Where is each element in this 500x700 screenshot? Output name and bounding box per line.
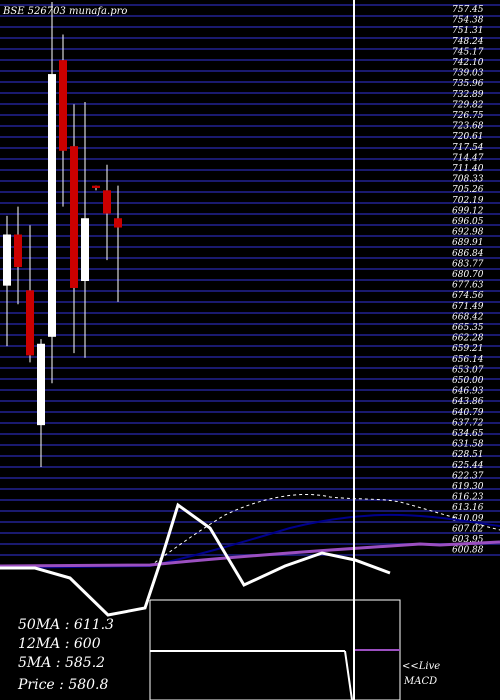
macd-panel (0, 502, 401, 700)
y-tick-label: 671.49 (452, 302, 484, 312)
y-tick-label: 662.28 (452, 334, 484, 344)
candle-body (26, 290, 34, 356)
ma-long-line (0, 540, 500, 568)
y-tick-label: 659.21 (452, 344, 484, 354)
y-tick-label: 653.07 (452, 365, 484, 375)
y-tick-label: 613.16 (452, 503, 484, 513)
candle-body (48, 74, 56, 337)
y-tick-label: 686.84 (452, 249, 484, 259)
macd-label: MACD (403, 676, 437, 687)
y-tick-label: 637.72 (452, 418, 484, 428)
y-tick-label: 742.10 (452, 58, 484, 68)
y-tick-label: 674.56 (452, 291, 484, 301)
y-tick-label: 735.96 (452, 79, 484, 89)
y-tick-label: 650.00 (452, 376, 484, 386)
y-tick-label: 680.70 (452, 270, 484, 280)
macd-live-label: <<Live (402, 661, 440, 672)
y-tick-label: 732.89 (452, 90, 484, 100)
y-tick-label: 643.86 (452, 397, 484, 407)
y-tick-label: 723.68 (452, 122, 484, 132)
y-tick-label: 656.14 (452, 355, 484, 365)
candle-body (81, 218, 89, 281)
y-tick-label: 665.35 (452, 323, 484, 333)
y-tick-label: 640.79 (452, 408, 484, 418)
y-tick-label: 745.17 (452, 47, 484, 57)
y-tick-label: 720.61 (452, 132, 484, 142)
stat-price: Price : 580.8 (17, 677, 109, 693)
y-tick-label: 729.82 (452, 100, 484, 110)
y-tick-label: 751.31 (452, 26, 484, 36)
candle-body (103, 190, 111, 214)
ma-fast-line (0, 493, 500, 567)
ma-slow-line (0, 513, 500, 569)
y-tick-label: 699.12 (452, 206, 484, 216)
y-tick-label: 631.58 (452, 440, 484, 450)
moving-average-lines (0, 0, 500, 569)
y-tick-label: 625.44 (452, 461, 484, 471)
y-tick-label: 696.05 (452, 217, 484, 227)
candle-body (59, 60, 67, 151)
y-axis-tick-labels: 757.45754.38751.31748.24745.17742.10739.… (452, 5, 484, 556)
y-tick-label: 754.38 (452, 16, 484, 26)
stat-12ma: 12MA : 600 (18, 636, 101, 652)
y-tick-label: 714.47 (452, 153, 484, 163)
stat-5ma: 5MA : 585.2 (18, 655, 105, 671)
candle-body (37, 343, 45, 426)
y-tick-label: 689.91 (452, 238, 484, 248)
candle-body (14, 234, 22, 268)
y-tick-label: 619.30 (452, 482, 484, 492)
grid-lines (0, 4, 500, 556)
y-tick-label: 705.26 (452, 185, 484, 195)
y-tick-label: 600.88 (452, 546, 484, 556)
y-tick-label: 628.51 (452, 450, 484, 460)
stat-50ma: 50MA : 611.3 (18, 617, 114, 633)
y-tick-label: 748.24 (452, 37, 484, 47)
y-tick-label: 757.45 (452, 5, 484, 15)
y-tick-label: 702.19 (452, 196, 484, 206)
y-tick-label: 739.03 (452, 69, 484, 79)
candle-body (114, 218, 122, 228)
y-tick-label: 726.75 (452, 111, 484, 121)
y-tick-label: 683.77 (452, 259, 484, 269)
macd-signal-drop (344, 650, 353, 700)
y-tick-label: 603.95 (452, 535, 484, 545)
candlesticks (3, 2, 122, 467)
y-tick-label: 610.09 (452, 514, 484, 524)
y-tick-label: 646.93 (452, 387, 484, 397)
y-tick-label: 711.40 (452, 164, 484, 174)
macd-line (0, 502, 391, 617)
y-tick-label: 622.37 (452, 471, 484, 481)
y-tick-label: 634.65 (452, 429, 484, 439)
y-tick-label: 677.63 (452, 281, 484, 291)
y-tick-label: 692.98 (452, 228, 484, 238)
y-tick-label: 616.23 (452, 493, 484, 503)
macd-box (149, 599, 401, 700)
y-tick-label: 708.33 (452, 175, 484, 185)
y-tick-label: 717.54 (452, 143, 484, 153)
candle-body (92, 185, 100, 188)
y-tick-label: 668.42 (452, 312, 484, 322)
y-tick-label: 607.02 (452, 524, 484, 534)
candle-body (70, 146, 78, 288)
candle-body (3, 234, 11, 286)
chart-title: BSE 526703 munafa.pro (2, 6, 127, 17)
